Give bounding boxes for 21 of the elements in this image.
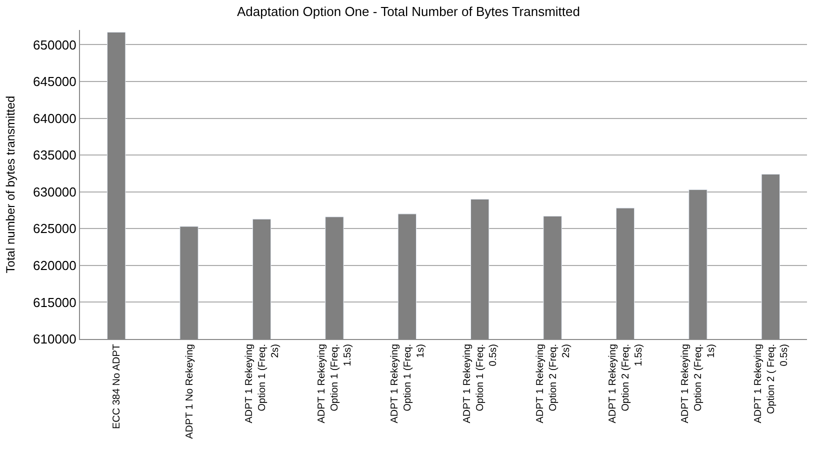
x-tick-label: ADPT 1 Rekeying Option 2 (Freq. 1.5s) — [608, 344, 644, 424]
y-tick-label: 615000 — [33, 294, 76, 310]
x-tick-label: ADPT 1 Rekeying Option 1 (Freq. 1.5s) — [316, 344, 354, 424]
y-tick-label: 635000 — [33, 148, 76, 163]
x-tick-label: ADPT 1 Rekeying Option 1 (Freq. 1s) — [389, 344, 426, 424]
y-tick-label: 620000 — [33, 258, 76, 273]
y-axis-title: Total number of bytes transmitted — [3, 96, 18, 274]
x-tick-label: ADPT 1 Rekeying Option 2 (Freq. 2s) — [534, 344, 572, 424]
x-tick-label: ADPT 1 No Rekeying — [184, 344, 196, 439]
x-tick-label: ADPT 1 Rekeying Option 1 (Freq. 0.5s) — [462, 344, 500, 424]
x-tick-label: ADPT 1 Rekeying Option 2 ( Freq. 0.5s) — [752, 344, 790, 424]
chart-title: Adaptation Option One - Total Number of Bytes Transmitted — [237, 4, 580, 19]
x-tick-label: ADPT 1 Rekeying Option 2 (Freq. 1s) — [680, 344, 718, 424]
x-tick-label: ADPT 1 Rekeying Option 1 (Freq. 2s) — [244, 344, 281, 424]
y-tick-label: 610000 — [33, 332, 76, 347]
y-tick-label: 625000 — [33, 221, 76, 236]
y-tick-label: 645000 — [33, 74, 76, 90]
y-tick-label: 630000 — [33, 184, 76, 200]
y-tick-label: 640000 — [33, 110, 76, 126]
x-tick-label: ECC 384 No ADPT — [112, 344, 123, 430]
y-tick-label: 650000 — [33, 37, 76, 52]
